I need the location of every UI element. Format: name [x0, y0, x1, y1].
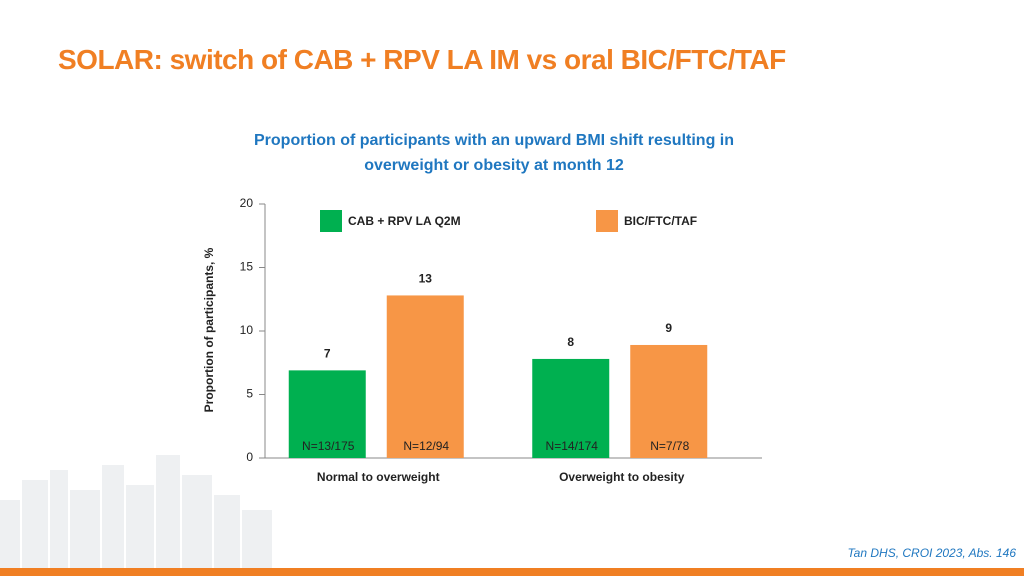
bar — [630, 344, 708, 458]
bar — [288, 370, 366, 458]
skyline — [0, 455, 272, 576]
legend-label: BIC/FTC/TAF — [624, 214, 697, 228]
x-tick-label: Overweight to obesity — [559, 470, 685, 484]
data-label: 9 — [665, 321, 672, 335]
data-label: 13 — [419, 272, 433, 286]
y-tick-label: 10 — [240, 323, 254, 337]
y-tick-label: 0 — [246, 450, 253, 464]
data-label: 8 — [567, 335, 574, 349]
n-label: N=7/78 — [650, 439, 689, 453]
y-tick-label: 15 — [240, 260, 254, 274]
n-label: N=14/174 — [546, 439, 599, 453]
y-tick-label: 20 — [240, 196, 254, 210]
slide-title: SOLAR: switch of CAB + RPV LA IM vs oral… — [58, 44, 786, 75]
x-tick-label: Normal to overweight — [317, 470, 440, 484]
y-tick-label: 5 — [246, 387, 253, 401]
n-label: N=13/175 — [302, 439, 355, 453]
legend-swatch — [596, 210, 618, 232]
bar — [532, 358, 610, 458]
y-axis-label: Proportion of participants, % — [202, 247, 216, 412]
chart-title: Proportion of participants with an upwar… — [254, 132, 734, 174]
data-label: 7 — [324, 347, 331, 361]
bar — [386, 295, 464, 458]
legend-swatch — [320, 210, 342, 232]
n-label: N=12/94 — [403, 439, 449, 453]
bottom-band — [0, 568, 1024, 576]
legend-label: CAB + RPV LA Q2M — [348, 214, 461, 228]
footnote: Tan DHS, CROI 2023, Abs. 146 — [847, 546, 1016, 560]
